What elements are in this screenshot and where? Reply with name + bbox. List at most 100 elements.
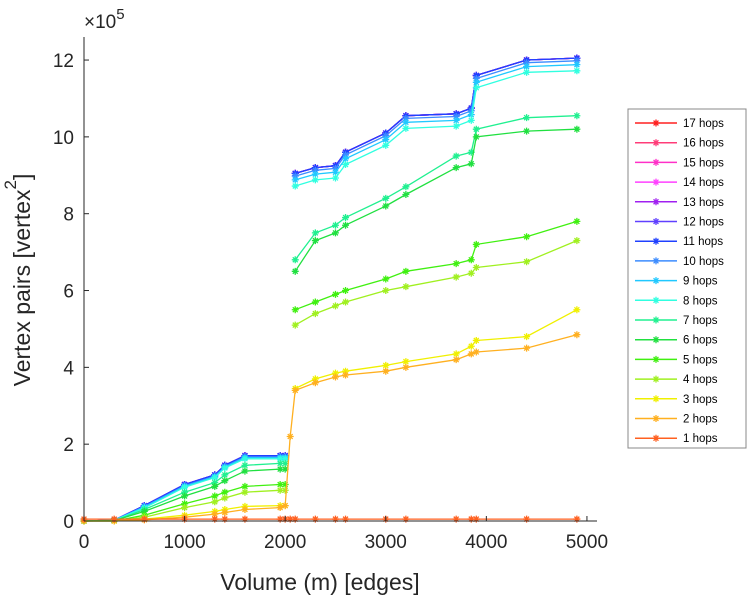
data-point [452,113,460,121]
data-point [331,168,339,176]
data-point [472,263,480,271]
data-point [181,483,189,491]
data-point [523,63,531,71]
data-point [342,161,350,169]
legend-label: 16 hops [683,138,724,150]
legend-marker [652,336,660,344]
data-point [331,174,339,182]
legend-marker [652,296,660,304]
legend-label: 15 hops [683,157,724,169]
data-point [221,509,229,517]
legend-marker [652,395,660,403]
legend-item: 7 hops [635,315,718,327]
series-layer [80,54,581,525]
legend-item: 4 hops [635,374,718,386]
data-point [221,477,229,485]
y-tick-label: 8 [63,205,74,226]
data-point [331,229,339,237]
axes [83,37,597,522]
data-point [523,333,531,341]
data-point [382,202,390,210]
data-point [402,124,410,132]
series-line [83,115,577,522]
y-tick-label: 0 [63,512,74,533]
data-point [241,482,249,490]
series-7-hops [80,112,581,525]
data-point [452,122,460,130]
data-point [281,465,289,473]
data-point [276,459,284,467]
data-point [523,344,531,352]
data-point [331,302,339,310]
x-axis-label: Volume (m) [edges] [220,569,419,595]
data-point [291,182,299,190]
series-11-hops [80,54,581,525]
data-point [221,515,229,523]
data-point [573,112,581,120]
legend-marker [652,415,660,422]
data-point [523,127,531,135]
legend-label: 14 hops [683,177,724,189]
data-point [573,67,581,75]
data-point [472,240,480,248]
legend-marker [652,277,660,285]
data-point [241,467,249,475]
data-point [452,260,460,268]
series-line [83,57,577,522]
legend-label: 5 hops [683,354,718,366]
data-point [402,114,410,122]
y-axis-label-end: ] [9,174,35,180]
series-line [83,64,577,522]
legend-item: 17 hops [635,118,724,130]
data-point [211,482,219,490]
data-point [291,515,299,523]
legend-item: 13 hops [635,197,724,209]
data-point [402,283,410,291]
series-14-hops [80,54,581,525]
data-point [342,515,350,523]
y-tick-label: 2 [63,435,74,456]
data-point [472,74,480,82]
data-point [573,125,581,133]
data-point [331,290,339,298]
data-point [382,194,390,202]
data-point [331,164,339,172]
data-point [382,136,390,144]
data-point [573,61,581,69]
data-point [472,125,480,133]
data-point [286,515,294,523]
series-line [84,309,578,522]
data-point [382,141,390,149]
y-multiplier: ×105 [84,6,125,33]
legend-marker [652,355,660,363]
data-point [331,221,339,229]
data-point [281,502,289,510]
series-line [83,128,577,522]
legend-item: 8 hops [635,295,718,307]
legend-marker [652,316,660,324]
y-multiplier-base: ×10 [84,12,116,33]
data-point [281,481,289,489]
data-point [573,217,581,225]
data-point [467,111,475,119]
series-4-hops [80,237,581,525]
data-point [382,275,390,283]
legend-marker [652,119,660,127]
data-point [402,515,410,523]
series-6-hops [80,125,581,525]
series-line [83,57,577,522]
data-point [523,258,531,266]
legend-marker [652,237,660,245]
legend-marker [652,218,660,225]
data-point [181,500,189,508]
series-line [83,57,577,522]
data-point [291,256,299,264]
data-point [276,465,284,473]
data-point [472,515,480,523]
legend-label: 13 hops [683,197,724,209]
data-point [342,221,350,229]
y-axis-label-sup: 2 [1,180,20,189]
x-tick-label: 5000 [566,532,608,553]
data-point [342,155,350,163]
legend-marker [652,257,660,265]
